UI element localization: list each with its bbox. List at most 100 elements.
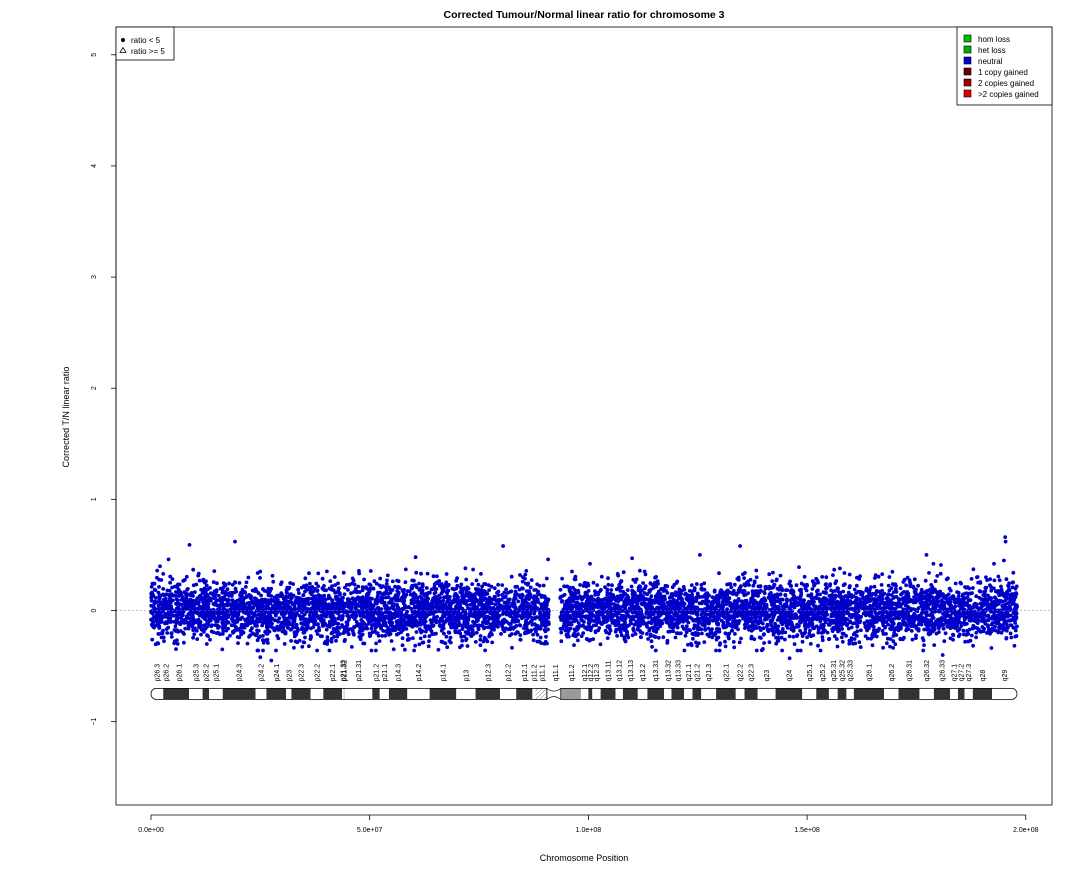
data-point xyxy=(250,611,255,615)
data-point xyxy=(346,632,351,637)
data-point xyxy=(539,606,544,611)
data-point xyxy=(268,619,273,623)
data-point xyxy=(465,644,470,648)
data-point xyxy=(343,629,348,634)
data-point xyxy=(476,624,481,629)
data-point xyxy=(932,643,937,647)
data-point xyxy=(417,614,422,619)
data-point xyxy=(184,614,189,619)
data-point xyxy=(485,639,490,644)
data-point xyxy=(442,631,446,636)
data-point xyxy=(392,602,396,606)
data-point xyxy=(396,579,401,584)
data-point xyxy=(448,618,453,622)
data-point xyxy=(462,601,467,605)
data-point xyxy=(354,620,359,624)
data-point xyxy=(385,573,390,578)
data-point xyxy=(341,570,346,575)
data-point xyxy=(1008,631,1013,636)
data-point xyxy=(330,584,334,589)
data-point xyxy=(288,593,292,597)
data-point xyxy=(721,620,726,625)
data-point xyxy=(752,579,757,584)
data-point xyxy=(839,635,844,640)
data-point xyxy=(697,626,702,630)
data-point xyxy=(336,581,340,586)
data-point xyxy=(192,632,197,637)
data-point xyxy=(420,597,425,602)
data-point xyxy=(429,621,434,625)
data-point xyxy=(175,598,180,603)
data-point xyxy=(384,582,389,586)
data-point xyxy=(299,627,304,632)
data-point xyxy=(149,584,154,589)
data-point xyxy=(478,643,483,648)
data-point xyxy=(409,601,414,606)
data-point xyxy=(243,604,247,609)
data-point xyxy=(352,599,357,604)
data-point xyxy=(528,585,533,590)
data-point xyxy=(292,645,296,650)
data-point xyxy=(518,573,522,577)
data-point xyxy=(250,588,255,593)
data-point xyxy=(518,637,523,642)
data-point xyxy=(178,620,183,625)
data-point xyxy=(336,621,341,626)
data-point xyxy=(921,638,926,643)
data-point xyxy=(449,614,453,618)
data-point xyxy=(479,593,483,598)
data-point xyxy=(485,599,489,604)
data-point xyxy=(315,648,319,653)
data-point xyxy=(424,586,429,590)
data-point xyxy=(512,619,517,624)
data-point xyxy=(233,618,238,623)
data-point xyxy=(390,597,394,601)
data-point xyxy=(340,615,345,620)
data-point xyxy=(454,616,459,621)
data-point xyxy=(504,612,509,617)
data-point xyxy=(508,626,513,630)
data-point xyxy=(520,616,524,621)
data-point xyxy=(287,606,292,610)
data-point xyxy=(463,566,468,571)
data-point xyxy=(540,621,544,626)
data-point xyxy=(349,645,354,649)
data-point xyxy=(299,585,304,590)
data-point xyxy=(446,611,451,615)
data-point xyxy=(543,639,548,644)
data-point xyxy=(322,584,326,588)
data-point xyxy=(500,593,504,597)
data-point xyxy=(544,576,549,581)
data-point xyxy=(188,597,193,602)
data-point xyxy=(277,627,282,632)
data-point xyxy=(387,616,391,621)
data-point xyxy=(517,623,522,627)
data-point xyxy=(643,572,648,577)
data-point xyxy=(157,585,161,589)
data-point xyxy=(428,625,433,629)
data-point xyxy=(725,582,729,587)
data-point xyxy=(403,567,408,572)
data-point xyxy=(423,615,428,620)
data-point xyxy=(269,598,274,602)
data-point xyxy=(261,621,265,626)
data-point xyxy=(181,630,186,635)
data-point xyxy=(162,614,167,619)
data-point xyxy=(418,627,422,632)
data-point xyxy=(465,625,469,630)
data-point xyxy=(237,581,242,585)
data-point xyxy=(503,626,508,631)
data-point xyxy=(417,642,422,647)
data-point xyxy=(442,595,446,600)
data-point xyxy=(352,590,356,594)
data-point xyxy=(479,572,483,576)
data-point xyxy=(348,600,353,605)
data-point xyxy=(818,648,823,653)
data-point xyxy=(256,603,260,608)
data-point xyxy=(374,601,379,606)
data-point xyxy=(849,636,854,641)
data-point xyxy=(778,592,783,597)
data-point xyxy=(211,607,216,612)
data-point xyxy=(251,620,256,624)
data-point xyxy=(360,585,365,590)
